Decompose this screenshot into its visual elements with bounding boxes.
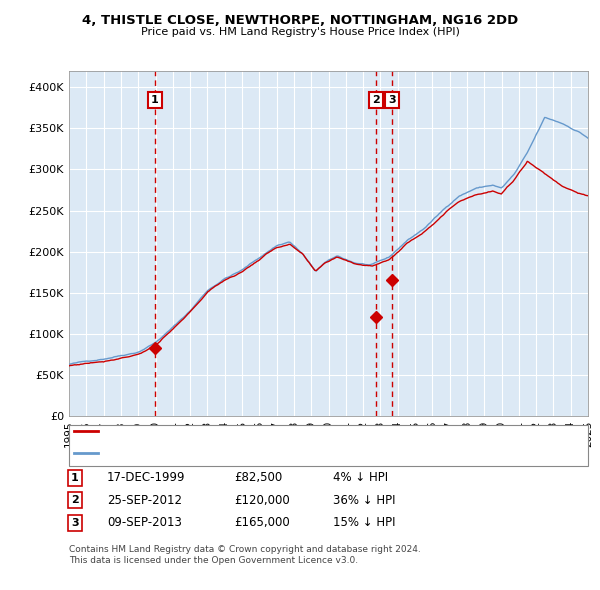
Text: £82,500: £82,500 <box>234 471 282 484</box>
Text: 3: 3 <box>71 518 79 527</box>
Text: HPI: Average price, detached house, Broxtowe: HPI: Average price, detached house, Brox… <box>102 448 344 457</box>
Text: 25-SEP-2012: 25-SEP-2012 <box>107 494 182 507</box>
Text: Contains HM Land Registry data © Crown copyright and database right 2024.: Contains HM Land Registry data © Crown c… <box>69 545 421 555</box>
Text: 09-SEP-2013: 09-SEP-2013 <box>107 516 182 529</box>
Text: £165,000: £165,000 <box>234 516 290 529</box>
Text: 1: 1 <box>71 473 79 483</box>
Text: 1: 1 <box>151 95 158 105</box>
Text: £120,000: £120,000 <box>234 494 290 507</box>
Text: 2: 2 <box>372 95 380 105</box>
Text: 4, THISTLE CLOSE, NEWTHORPE, NOTTINGHAM, NG16 2DD: 4, THISTLE CLOSE, NEWTHORPE, NOTTINGHAM,… <box>82 14 518 27</box>
Text: 4% ↓ HPI: 4% ↓ HPI <box>333 471 388 484</box>
Text: 4, THISTLE CLOSE, NEWTHORPE, NOTTINGHAM, NG16 2DD (detached house): 4, THISTLE CLOSE, NEWTHORPE, NOTTINGHAM,… <box>102 426 502 435</box>
Text: 15% ↓ HPI: 15% ↓ HPI <box>333 516 395 529</box>
Text: 3: 3 <box>388 95 396 105</box>
Text: 2: 2 <box>71 496 79 505</box>
Text: 36% ↓ HPI: 36% ↓ HPI <box>333 494 395 507</box>
Text: This data is licensed under the Open Government Licence v3.0.: This data is licensed under the Open Gov… <box>69 556 358 565</box>
Text: Price paid vs. HM Land Registry's House Price Index (HPI): Price paid vs. HM Land Registry's House … <box>140 28 460 37</box>
Text: 17-DEC-1999: 17-DEC-1999 <box>107 471 185 484</box>
